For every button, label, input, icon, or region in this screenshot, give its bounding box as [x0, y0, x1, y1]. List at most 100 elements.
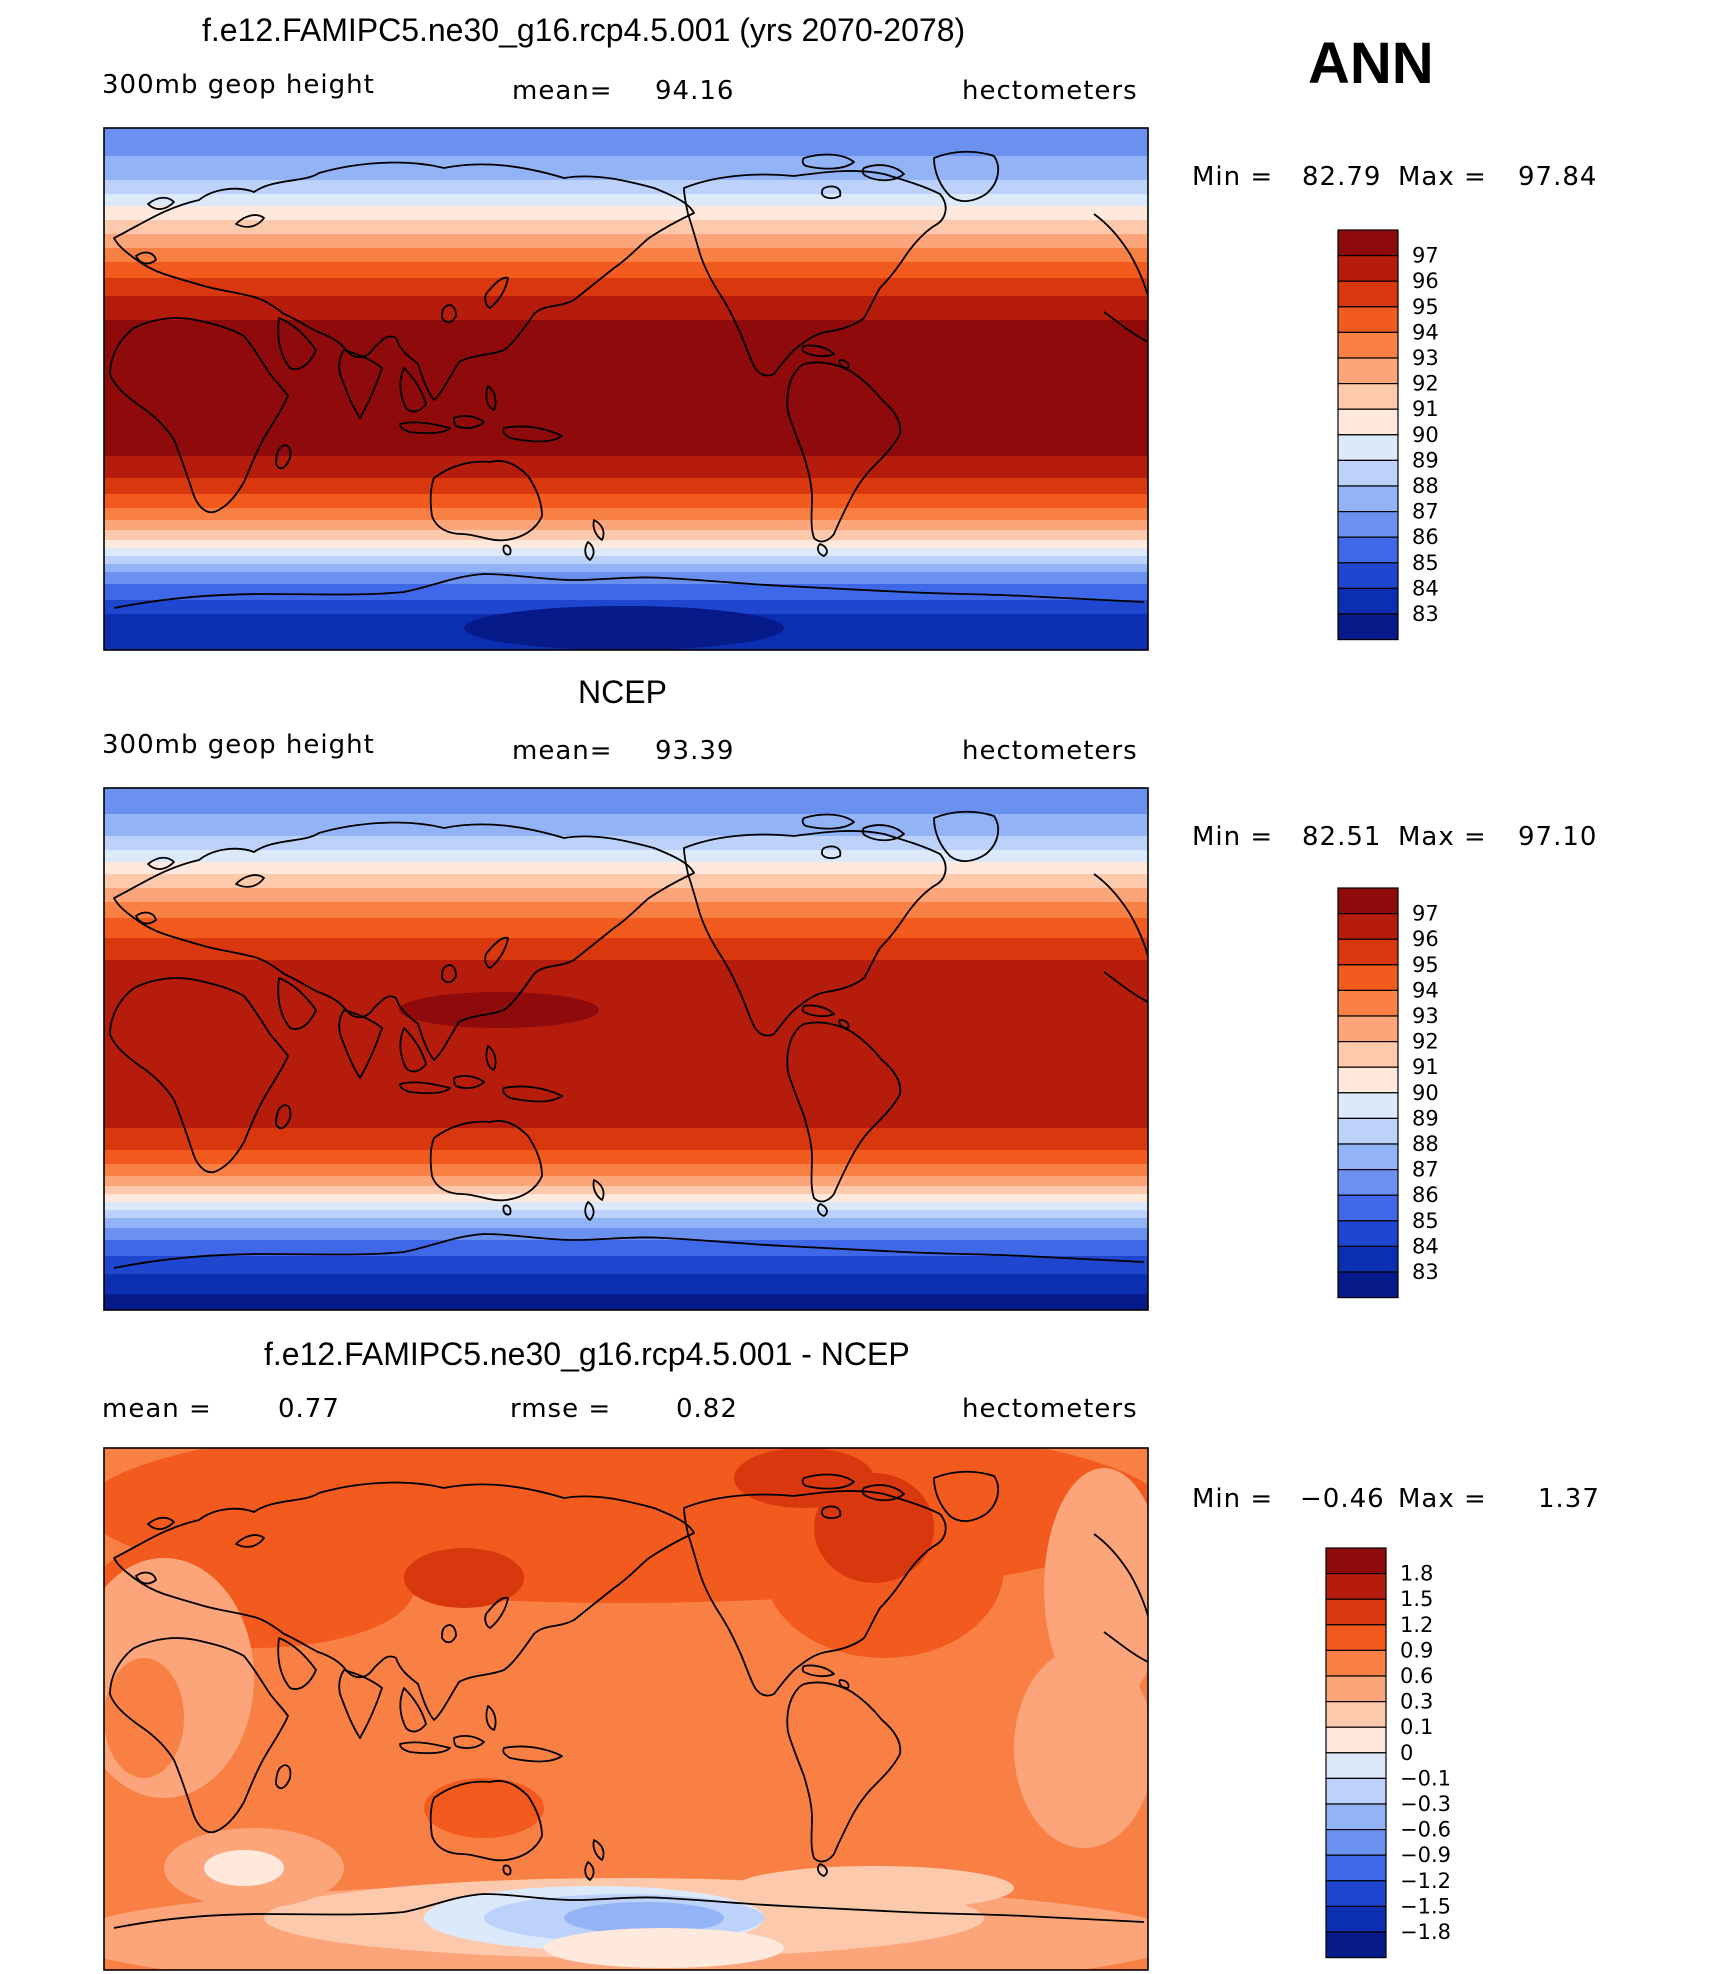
colorbar-segment — [1337, 229, 1399, 257]
panel2-max-label: Max = — [1398, 822, 1487, 852]
contour-band — [104, 248, 1148, 263]
colorbar-label: −1.5 — [1400, 1894, 1451, 1918]
contour-region — [204, 1850, 284, 1886]
colorbar-segment — [1337, 1066, 1399, 1094]
contour-band — [104, 194, 1148, 207]
contour-band — [104, 888, 1148, 903]
colorbar-label: 85 — [1412, 551, 1439, 575]
contour-band — [104, 478, 1148, 495]
colorbar-label: 94 — [1412, 978, 1439, 1002]
contour-band — [104, 850, 1148, 863]
panel2-title: NCEP — [578, 674, 667, 710]
contour-band — [104, 1274, 1148, 1295]
contour-band — [104, 296, 1148, 321]
contour-band — [104, 262, 1148, 279]
panel1-min-label: Min = — [1192, 162, 1274, 192]
colorbar-label: −0.9 — [1400, 1843, 1451, 1867]
contour-band — [104, 918, 1148, 939]
contour-band — [104, 1186, 1148, 1195]
panel3-rmse-label: rmse = — [510, 1394, 612, 1424]
contour-region — [424, 1778, 544, 1838]
colorbar-segment — [1337, 434, 1399, 461]
colorbar-label: 89 — [1412, 1106, 1439, 1130]
map-frame — [103, 1447, 1149, 1971]
colorbar-segment — [1337, 1092, 1399, 1120]
warm-pool-max — [399, 992, 599, 1028]
colorbar-label: 0.9 — [1400, 1638, 1433, 1662]
colorbar-segment — [1337, 1194, 1399, 1222]
colorbar-segment — [1337, 306, 1399, 333]
colorbar-label: 94 — [1412, 320, 1439, 344]
contour-band — [104, 540, 1148, 549]
colorbar-label: 93 — [1412, 1004, 1439, 1028]
colorbar-segment — [1325, 1905, 1387, 1933]
colorbar-label: 95 — [1412, 953, 1439, 977]
panel1-mean-label: mean= — [512, 76, 613, 106]
contour-band — [104, 1256, 1148, 1275]
contour-band — [104, 530, 1148, 541]
map-frame — [103, 127, 1149, 651]
colorbar-label: 97 — [1412, 902, 1439, 926]
colorbar-segment — [1325, 1752, 1387, 1780]
panel1-units: hectometers — [962, 76, 1138, 106]
colorbar-segment — [1325, 1726, 1387, 1754]
panel1-min-value: 82.79 — [1302, 162, 1382, 192]
contour-region — [104, 1658, 184, 1778]
contour-band — [104, 320, 1148, 457]
colorbar-label: 1.2 — [1400, 1613, 1433, 1637]
contour-band — [104, 494, 1148, 509]
colorbar-label: −0.6 — [1400, 1818, 1451, 1842]
colorbar-label: 91 — [1412, 397, 1439, 421]
colorbar-segment — [1325, 1931, 1387, 1959]
colorbar-segment — [1337, 964, 1399, 991]
colorbar-label: 85 — [1412, 1209, 1439, 1233]
panel2-min-value: 82.51 — [1302, 822, 1382, 852]
colorbar-label: 92 — [1412, 372, 1439, 396]
panel2-mean-value: 93.39 — [655, 736, 735, 766]
colorbar-segment — [1337, 1220, 1399, 1248]
colorbar-segment — [1337, 485, 1399, 513]
antarctic-low — [464, 606, 784, 650]
colorbar-segment — [1337, 1040, 1399, 1068]
colorbar-label: 96 — [1412, 927, 1439, 951]
panel3-mean-value: 0.77 — [278, 1394, 340, 1424]
panel3-rmse-value: 0.82 — [676, 1394, 738, 1424]
colorbar-segment — [1337, 1015, 1399, 1043]
contour-band — [104, 584, 1148, 601]
contour-band — [104, 556, 1148, 565]
contour-band — [104, 220, 1148, 235]
contour-band — [104, 278, 1148, 297]
contour-band — [104, 180, 1148, 195]
colorbar-segment — [1325, 1700, 1387, 1728]
contour-region — [564, 1902, 724, 1934]
contour-band — [104, 1228, 1148, 1241]
colorbar-label: 89 — [1412, 448, 1439, 472]
panel2-variable: 300mb geop height — [102, 730, 375, 760]
colorbar-segment — [1337, 255, 1399, 282]
colorbar-label: 87 — [1412, 1158, 1439, 1182]
colorbar-label: 84 — [1412, 1234, 1439, 1258]
colorbar-segment — [1325, 1675, 1387, 1703]
colorbar-segment — [1337, 912, 1399, 940]
colorbar-segment — [1325, 1547, 1387, 1575]
contour-band — [104, 814, 1148, 837]
contour-band — [104, 1176, 1148, 1187]
colorbar-label: 83 — [1412, 1260, 1439, 1284]
panel2-max-value: 97.10 — [1518, 822, 1598, 852]
contour-band — [104, 938, 1148, 961]
colorbar-segment — [1325, 1777, 1387, 1805]
contour-band — [104, 1150, 1148, 1165]
map-frame — [103, 787, 1149, 1311]
contour-band — [104, 156, 1148, 181]
colorbar-segment — [1325, 1624, 1387, 1652]
colorbar-segment — [1337, 383, 1399, 410]
colorbar-label: 93 — [1412, 346, 1439, 370]
colorbar-segment — [1337, 357, 1399, 385]
contour-band — [104, 1202, 1148, 1211]
contour-band — [104, 788, 1148, 815]
colorbar-label: 88 — [1412, 474, 1439, 498]
panel2-units: hectometers — [962, 736, 1138, 766]
contour-band — [104, 520, 1148, 531]
panel1-mean-value: 94.16 — [655, 76, 735, 106]
